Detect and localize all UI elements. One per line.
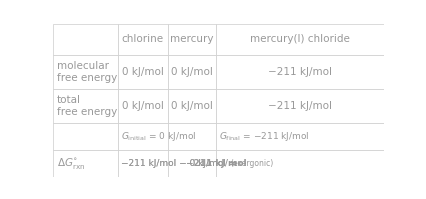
Text: (exergonic): (exergonic): [230, 159, 273, 168]
Text: chlorine: chlorine: [121, 34, 164, 44]
Bar: [53, 150, 118, 177]
Bar: [167, 123, 215, 150]
Text: −211 kJ/mol: −211 kJ/mol: [185, 159, 246, 168]
Bar: [53, 24, 118, 55]
Bar: [118, 89, 167, 123]
Bar: [118, 24, 167, 55]
Text: −211 kJ/mol: −211 kJ/mol: [267, 67, 331, 77]
Text: molecular
free energy: molecular free energy: [57, 61, 117, 83]
Bar: [53, 123, 118, 150]
Bar: [167, 55, 215, 89]
Text: 0 kJ/mol: 0 kJ/mol: [121, 101, 163, 111]
Bar: [167, 89, 215, 123]
Bar: [118, 150, 167, 177]
Text: 0 kJ/mol: 0 kJ/mol: [121, 67, 163, 77]
Text: 0 kJ/mol: 0 kJ/mol: [170, 67, 212, 77]
Bar: [167, 150, 215, 177]
Text: $\Delta G^{\circ}_{\mathrm{rxn}}$: $\Delta G^{\circ}_{\mathrm{rxn}}$: [57, 156, 85, 171]
Text: 0 kJ/mol: 0 kJ/mol: [170, 101, 212, 111]
Bar: [118, 123, 167, 150]
Text: total
free energy: total free energy: [57, 96, 117, 117]
Bar: [215, 150, 383, 177]
Bar: [215, 24, 383, 55]
Bar: [118, 55, 167, 89]
Bar: [53, 89, 118, 123]
Text: −211 kJ/mol: −211 kJ/mol: [267, 101, 331, 111]
Bar: [215, 89, 383, 123]
Text: mercury(I) chloride: mercury(I) chloride: [249, 34, 349, 44]
Bar: [53, 55, 118, 89]
Bar: [215, 123, 383, 150]
Bar: [167, 24, 215, 55]
Text: $G_{\mathrm{initial}}$ = 0 kJ/mol: $G_{\mathrm{initial}}$ = 0 kJ/mol: [121, 130, 196, 143]
Text: mercury: mercury: [170, 34, 213, 44]
Text: −211 kJ/mol − 0 kJ/mol =: −211 kJ/mol − 0 kJ/mol =: [121, 159, 239, 168]
Text: $G_{\mathrm{final}}$ = −211 kJ/mol: $G_{\mathrm{final}}$ = −211 kJ/mol: [219, 130, 309, 143]
Bar: [215, 55, 383, 89]
Text: −211 kJ/mol − 0 kJ/mol =: −211 kJ/mol − 0 kJ/mol =: [121, 159, 239, 168]
